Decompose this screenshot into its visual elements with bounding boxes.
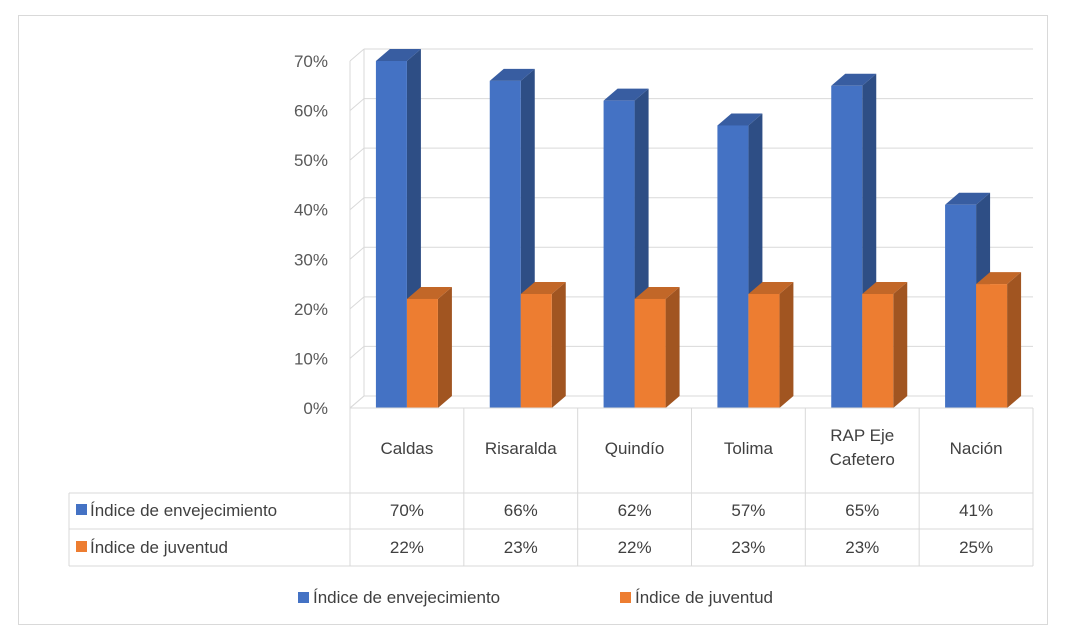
bar-chart: 0% 10% 20% 30% 40% 50% 60% 70% Caldas Risaralda Q… [68, 48, 1034, 607]
legend: Índice de envejecimiento Índice de juvent… [298, 588, 773, 607]
gridline-side [349, 197, 365, 211]
bar-juventud [976, 272, 1022, 408]
y-tick-label: 40% [294, 201, 328, 220]
grid-layer [349, 48, 1033, 409]
data-label: 65% [845, 501, 879, 520]
gridline-side [349, 147, 365, 161]
data-label: 41% [959, 501, 993, 520]
category-label: RAP Eje Cafetero [830, 426, 895, 469]
gridline-side [349, 246, 365, 260]
y-tick-label: 50% [294, 151, 328, 170]
chart-frame: 0% 10% 20% 30% 40% 50% 60% 70% Caldas Risaralda Q… [18, 15, 1048, 625]
legend-swatch [298, 592, 309, 603]
bar-juventud [748, 281, 794, 408]
category-label: Quindío [605, 439, 665, 458]
y-tick-label: 0% [303, 399, 328, 418]
y-tick-label: 30% [294, 250, 328, 269]
legend-item: Índice de envejecimiento [298, 588, 500, 607]
data-label: 62% [618, 501, 652, 520]
data-label: 66% [504, 501, 538, 520]
y-tick-label: 60% [294, 102, 328, 121]
gridline-side [349, 395, 365, 409]
category-label: Nación [950, 439, 1003, 458]
y-tick-label: 20% [294, 300, 328, 319]
data-label: 70% [390, 501, 424, 520]
data-label: 25% [959, 538, 993, 557]
y-tick-label: 10% [294, 349, 328, 368]
legend-label: Índice de juventud [635, 588, 773, 607]
data-table: Caldas Risaralda Quindío Tolima RAP Eje Cafet… [68, 407, 1034, 567]
legend-label: Índice de envejecimiento [313, 588, 500, 607]
table-legend-key [76, 541, 87, 552]
data-label: 57% [731, 501, 765, 520]
category-label: Tolima [724, 439, 774, 458]
table-series-name: Índice de juventud [90, 538, 228, 557]
gridline-side [349, 296, 365, 310]
data-label: 23% [731, 538, 765, 557]
gridline-side [349, 98, 365, 111]
data-label: 22% [390, 538, 424, 557]
y-tick-label: 70% [294, 52, 328, 71]
data-label: 23% [845, 538, 879, 557]
legend-swatch [620, 592, 631, 603]
data-label: 23% [504, 538, 538, 557]
legend-item: Índice de juventud [620, 588, 773, 607]
category-label: Caldas [380, 439, 433, 458]
gridline-side [349, 48, 365, 62]
table-legend-key [76, 504, 87, 515]
bars-layer [375, 49, 1022, 409]
bar-juventud [406, 286, 452, 408]
table-series-name: Índice de envejecimiento [90, 501, 277, 520]
gridline-side [349, 346, 365, 359]
bar-juventud [634, 286, 680, 408]
bar-juventud [862, 281, 908, 408]
bar-juventud [520, 281, 566, 408]
data-label: 22% [618, 538, 652, 557]
category-label: Risaralda [485, 439, 557, 458]
y-axis-ticks: 0% 10% 20% 30% 40% 50% 60% 70% [294, 52, 328, 418]
